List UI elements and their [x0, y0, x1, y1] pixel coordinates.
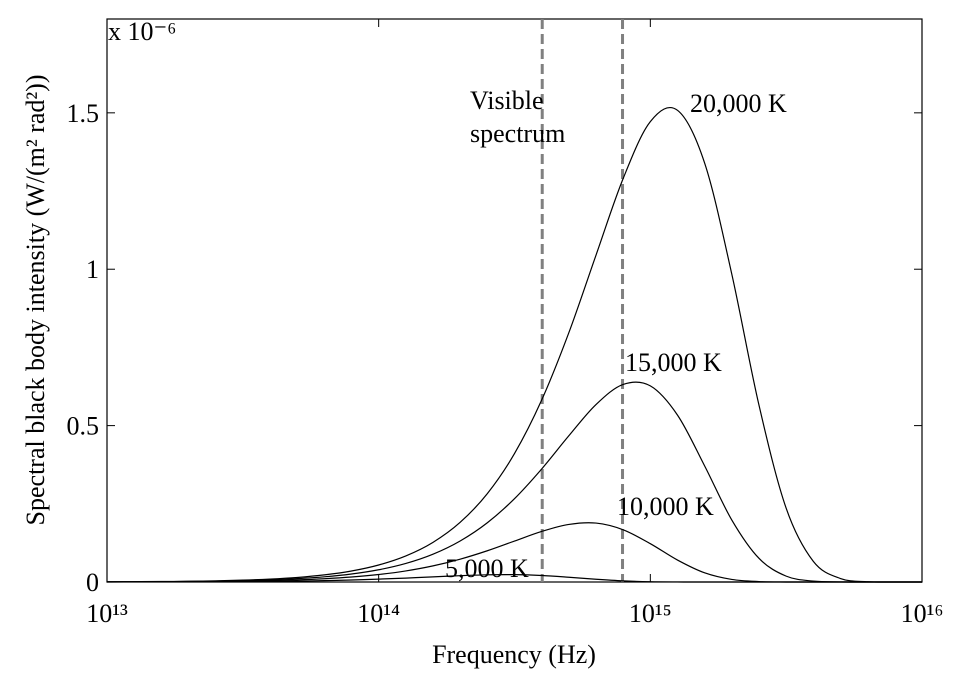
y-multiplier: x 10⁻⁶ [108, 17, 176, 46]
series-label: 5,000 K [445, 554, 529, 583]
x-axis-label: Frequency (Hz) [432, 640, 596, 669]
annotation: spectrum [470, 119, 565, 148]
y-axis-label: Spectral black body intensity (W/(m² rad… [21, 75, 50, 526]
series-label: 10,000 K [617, 492, 714, 521]
series-label: 15,000 K [625, 348, 722, 377]
y-tick-label: 1 [86, 255, 99, 284]
x-tick-label: 10¹⁴ [357, 599, 400, 628]
annotation: Visible [470, 86, 544, 115]
y-tick-label: 1.5 [67, 99, 100, 128]
x-tick-label: 10¹⁶ [901, 599, 944, 628]
x-tick-label: 10¹⁵ [629, 599, 672, 628]
plot-frame [106, 18, 923, 583]
y-tick-label: 0.5 [67, 412, 100, 441]
series-label: 20,000 K [690, 89, 787, 118]
x-tick-label: 10¹³ [86, 599, 128, 628]
series-line [106, 574, 922, 583]
y-tick-label: 0 [86, 568, 99, 597]
